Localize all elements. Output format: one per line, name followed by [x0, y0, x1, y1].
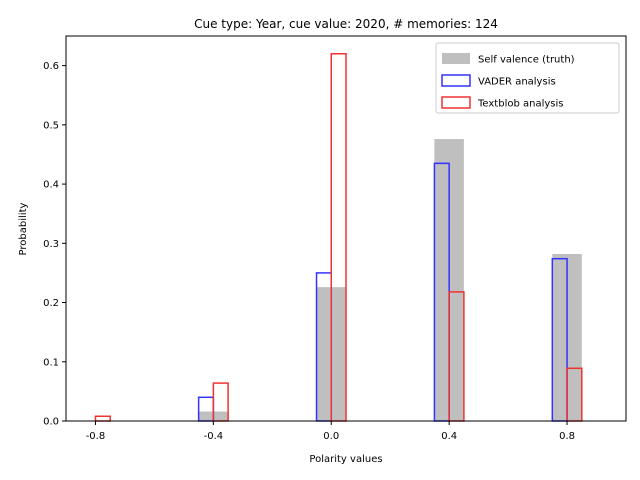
x-tick-label: -0.8 — [86, 431, 106, 442]
legend-box — [435, 42, 620, 114]
x-axis-label: Polarity values — [309, 454, 382, 465]
plot-frame — [65, 35, 627, 422]
legend-label: Self valence (truth) — [478, 55, 575, 66]
bar-textblob--0.8 — [94, 415, 111, 422]
legend: Self valence (truth) VADER analysis Textbl… — [435, 42, 620, 114]
y-tick-label: 0.2 — [43, 298, 59, 309]
y-tick-label: 0.5 — [43, 120, 59, 131]
y-tick-label: 0.0 — [43, 417, 59, 428]
legend-label: VADER analysis — [478, 77, 556, 88]
y-axis-label: Probability — [18, 202, 29, 255]
x-tick-label: -0.4 — [204, 431, 224, 442]
x-tick-label: 0.0 — [323, 431, 339, 442]
x-axis: -0.8 -0.4 0.0 0.4 0.8 — [86, 421, 575, 442]
y-axis: 0.0 0.1 0.2 0.3 0.4 0.5 0.6 — [43, 61, 66, 428]
y-tick-label: 0.6 — [43, 61, 59, 72]
y-tick-label: 0.3 — [43, 239, 59, 250]
bars-layer — [94, 53, 583, 422]
legend-swatch — [441, 74, 471, 87]
legend-swatch — [442, 53, 470, 64]
x-tick-label: 0.4 — [441, 431, 457, 442]
y-tick-label: 0.1 — [43, 357, 59, 368]
legend-label: Textblob analysis — [477, 99, 563, 110]
x-tick-label: 0.8 — [559, 431, 575, 442]
legend-swatch — [441, 96, 471, 109]
chart-title: Cue type: Year, cue value: 2020, # memor… — [194, 17, 498, 31]
y-tick-label: 0.4 — [43, 180, 59, 191]
